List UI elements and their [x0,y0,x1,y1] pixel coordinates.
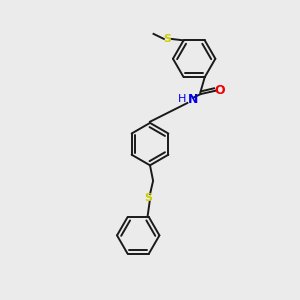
Text: H: H [178,94,186,104]
Text: O: O [214,84,225,97]
Text: S: S [164,34,171,44]
Text: S: S [145,193,152,203]
Text: N: N [188,93,198,106]
